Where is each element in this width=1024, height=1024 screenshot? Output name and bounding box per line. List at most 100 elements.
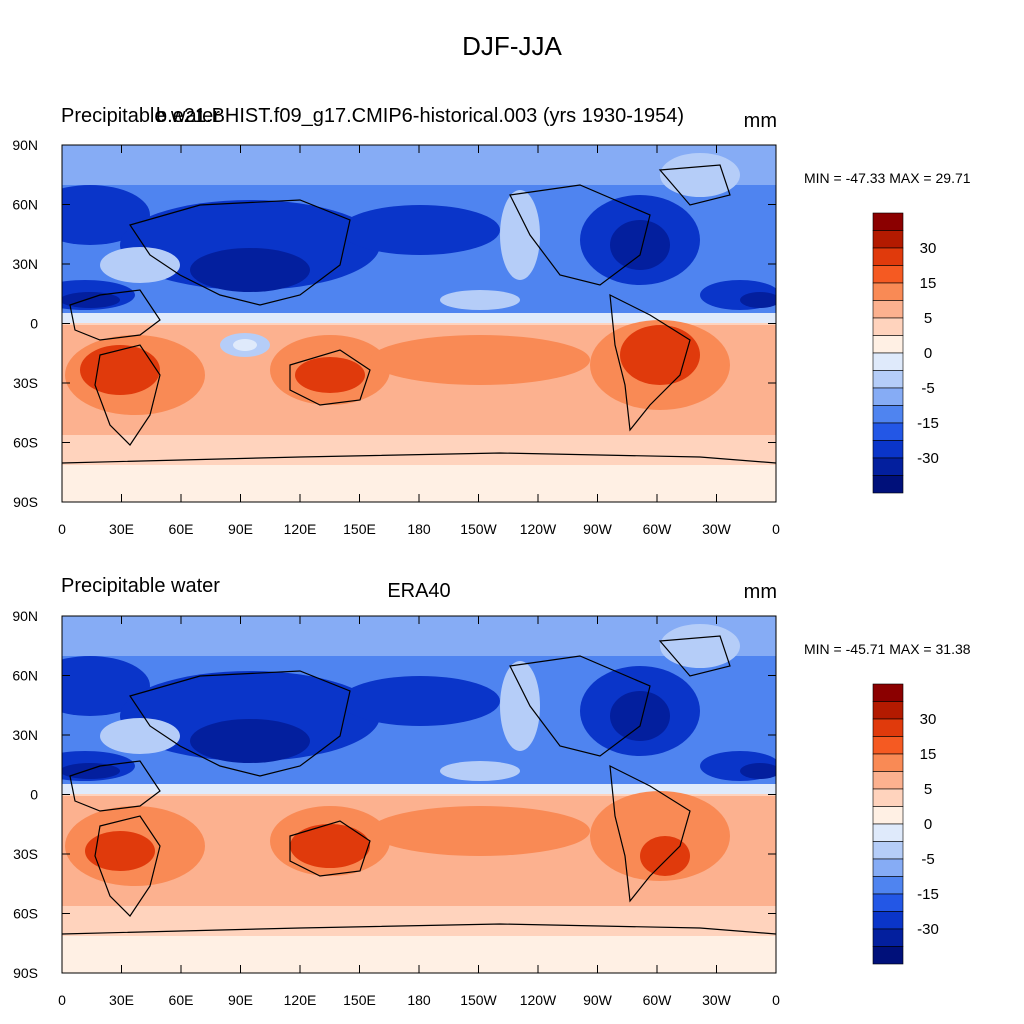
field-patch — [660, 624, 740, 668]
coastline — [658, 164, 731, 206]
colorbar-label: -30 — [917, 450, 939, 467]
field-patch — [120, 671, 380, 761]
coastline — [62, 452, 776, 464]
colorbar-label: 5 — [924, 310, 932, 327]
lon-tick-label: 60W — [643, 992, 673, 1008]
lon-tick-label: 150W — [460, 992, 497, 1008]
panel-obs: Precipitable water ERA40 mm MIN = -45.71… — [12, 575, 970, 1008]
colorbar-swatch — [872, 771, 904, 790]
panel-center-label: ERA40 — [387, 580, 450, 602]
field-patch — [80, 345, 160, 395]
coastline — [69, 760, 161, 812]
colorbar-swatch — [872, 387, 904, 406]
field-patch — [62, 763, 120, 779]
field-patch — [370, 806, 590, 856]
colorbar-swatch — [872, 946, 904, 965]
field-patch — [370, 335, 590, 385]
field-patch — [100, 718, 180, 754]
lon-tick-label: 30W — [702, 521, 732, 537]
colorbar-swatch — [872, 683, 904, 702]
contour-map — [62, 145, 776, 502]
colorbar-swatch — [872, 893, 904, 912]
lat-tick-label: 0 — [30, 787, 38, 803]
colorbar-swatch — [872, 911, 904, 930]
lon-tick-label: 90W — [583, 521, 613, 537]
lat-tick-label: 90S — [13, 494, 38, 510]
lon-tick-label: 0 — [772, 521, 780, 537]
contour-map — [62, 616, 776, 973]
lat-tick-label: 0 — [30, 316, 38, 332]
field-patch — [610, 691, 670, 741]
lon-tick-label: 60W — [643, 521, 673, 537]
colorbar: 30 15 5 0 -5 -15 -30 — [872, 683, 939, 965]
colorbar-swatch — [872, 928, 904, 947]
coastline — [129, 670, 351, 777]
lon-ticks: 0 30E 60E 90E 120E 150E 180 150W 120W 90W 60W 30W 0 — [58, 616, 780, 1008]
field-patch — [340, 676, 500, 726]
panel-units-label: mm — [744, 581, 777, 603]
coastline — [509, 184, 651, 286]
colorbar-swatch — [872, 823, 904, 842]
field-patch — [620, 325, 700, 385]
coastline — [609, 293, 691, 432]
colorbar-label: 0 — [924, 345, 932, 362]
colorbar-label: -15 — [917, 415, 939, 432]
coastline — [62, 923, 776, 935]
field-patch — [295, 357, 365, 393]
coastline — [658, 635, 731, 677]
lon-tick-label: 0 — [58, 521, 66, 537]
panel-model: Precipitable water b.e21.BHIST.f09_g17.C… — [12, 105, 970, 537]
panel-minmax: MIN = -45.71 MAX = 31.38 — [804, 641, 971, 657]
lon-tick-label: 150E — [343, 521, 376, 537]
lon-tick-label: 30E — [109, 992, 134, 1008]
lon-tick-label: 120E — [284, 992, 317, 1008]
colorbar-swatch — [872, 230, 904, 249]
lon-tick-label: 120E — [284, 521, 317, 537]
field-patch — [610, 220, 670, 270]
coastline — [94, 344, 161, 446]
lon-tick-label: 60E — [169, 521, 194, 537]
colorbar-swatch — [872, 370, 904, 389]
field-patch — [740, 292, 776, 308]
lon-ticks: 0 30E 60E 90E 120E 150E 180 150W 120W 90W 60W 30W 0 — [58, 145, 780, 537]
field-patch — [62, 292, 120, 308]
colorbar-label: 30 — [920, 240, 937, 257]
field-patch — [660, 153, 740, 197]
field-patch — [640, 836, 690, 876]
lon-tick-label: 120W — [520, 992, 557, 1008]
colorbar-swatch — [872, 841, 904, 860]
colorbar-swatch — [872, 422, 904, 441]
lat-tick-label: 30N — [12, 256, 38, 272]
colorbar-swatch — [872, 475, 904, 494]
panel-minmax: MIN = -47.33 MAX = 29.71 — [804, 170, 971, 186]
colorbar-swatch — [872, 335, 904, 354]
colorbar-swatch — [872, 876, 904, 895]
lat-tick-label: 60N — [12, 668, 38, 684]
field-patch — [85, 831, 155, 871]
panel-units-label: mm — [744, 110, 777, 132]
colorbar-label: 5 — [924, 781, 932, 798]
field-patch — [190, 248, 310, 292]
colorbar-swatch — [872, 806, 904, 825]
coastline — [129, 199, 351, 306]
colorbar-swatch — [872, 736, 904, 755]
lon-tick-label: 120W — [520, 521, 557, 537]
colorbar-swatch — [872, 788, 904, 807]
lat-tick-label: 90N — [12, 608, 38, 624]
colorbar-swatch — [872, 247, 904, 266]
lon-tick-label: 180 — [407, 992, 431, 1008]
colorbar-label: -15 — [917, 886, 939, 903]
field-band — [62, 784, 776, 794]
colorbar: 30 15 5 0 -5 -15 -30 — [872, 212, 939, 494]
coastline — [69, 289, 161, 341]
lon-tick-label: 60E — [169, 992, 194, 1008]
lat-ticks: 90N 60N 30N 0 30S 60S 90S — [12, 608, 776, 981]
lon-tick-label: 90W — [583, 992, 613, 1008]
coastline — [289, 820, 371, 877]
lat-tick-label: 30S — [13, 375, 38, 391]
lon-tick-label: 30E — [109, 521, 134, 537]
lat-tick-label: 60S — [13, 906, 38, 922]
lon-tick-label: 0 — [772, 992, 780, 1008]
panel-center-label: b.e21.BHIST.f09_g17.CMIP6-historical.003… — [156, 105, 684, 127]
colorbar-swatch — [872, 440, 904, 459]
